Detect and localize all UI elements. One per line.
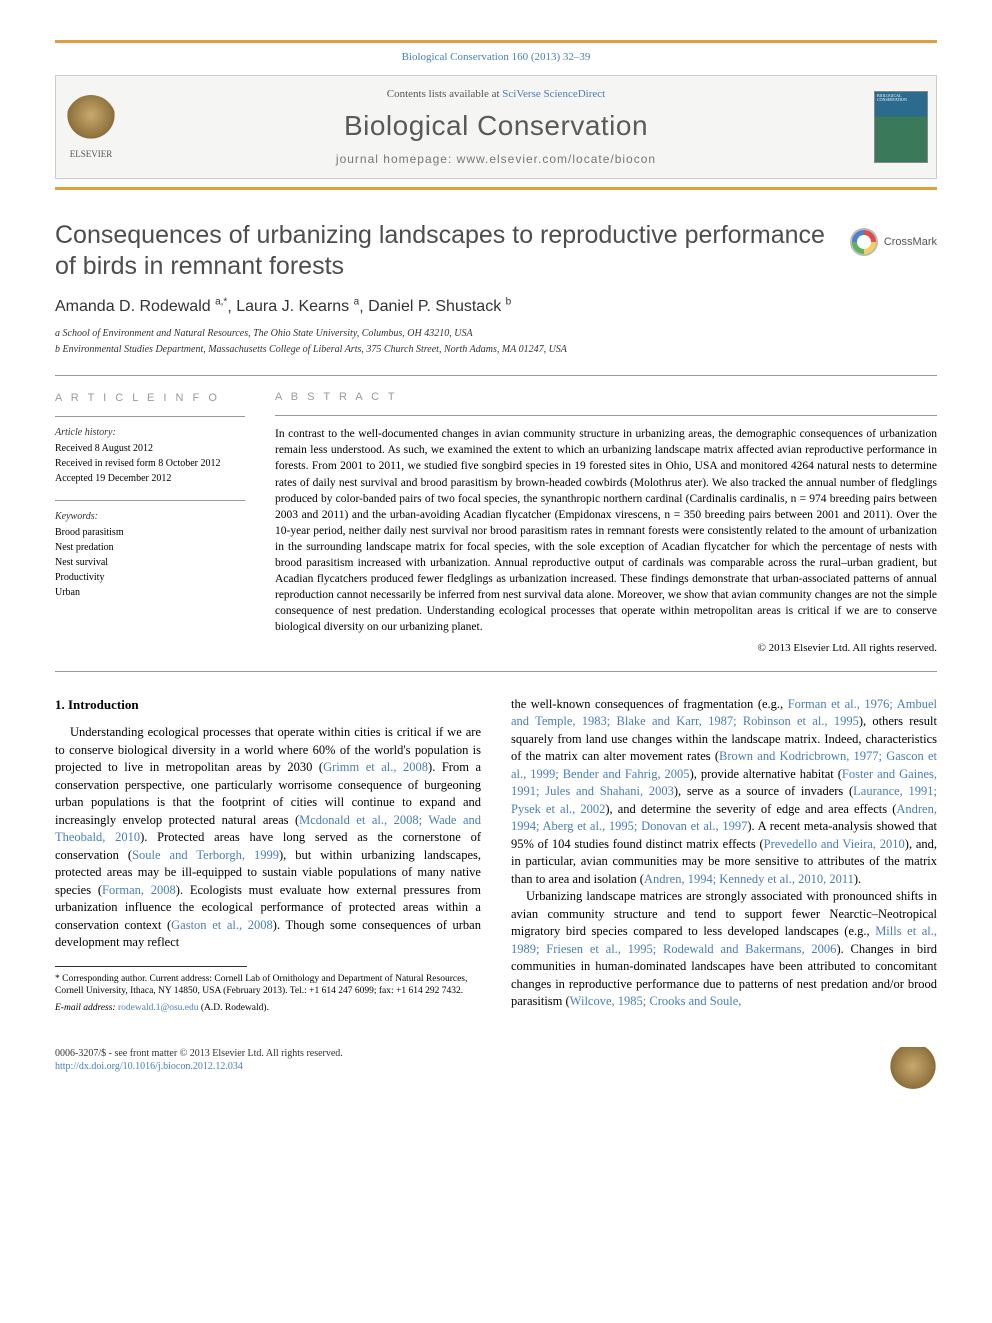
journal-name: Biological Conservation — [126, 110, 866, 142]
publisher-name: ELSEVIER — [70, 149, 113, 159]
abstract-heading: A B S T R A C T — [275, 390, 937, 405]
keywords-label: Keywords: — [55, 509, 245, 524]
abstract-copyright: © 2013 Elsevier Ltd. All rights reserved… — [275, 641, 937, 656]
footer-doi-link[interactable]: http://dx.doi.org/10.1016/j.biocon.2012.… — [55, 1060, 343, 1073]
cover-label: BIOLOGICAL CONSERVATION — [875, 92, 927, 104]
footer-issn-line: 0006-3207/$ - see front matter © 2013 El… — [55, 1047, 343, 1060]
ref-forman-2008[interactable]: Forman, 2008 — [102, 883, 176, 897]
publisher-logo[interactable]: ELSEVIER — [56, 76, 126, 178]
ref-gaston-2008[interactable]: Gaston et al., 2008 — [171, 918, 273, 932]
author-2: Laura J. Kearns a — [236, 298, 359, 315]
homepage-prefix: journal homepage: — [336, 152, 457, 166]
homepage-url[interactable]: www.elsevier.com/locate/biocon — [457, 152, 656, 166]
page-footer: 0006-3207/$ - see front matter © 2013 El… — [55, 1047, 937, 1095]
keyword-2: Nest predation — [55, 540, 245, 555]
contents-prefix: Contents lists available at — [387, 88, 502, 100]
corresponding-author-footnote: * Corresponding author. Current address:… — [55, 973, 481, 999]
affiliations: a School of Environment and Natural Reso… — [55, 326, 937, 357]
article-info-heading: A R T I C L E I N F O — [55, 390, 245, 407]
email-link[interactable]: rodewald.1@osu.edu — [118, 1003, 199, 1013]
footnote-separator — [55, 966, 247, 967]
contents-available-line: Contents lists available at SciVerse Sci… — [126, 88, 866, 100]
divider-below-abstract — [55, 671, 937, 672]
ref-wilcove-1985[interactable]: Wilcove, 1985; Crooks and Soule, — [570, 994, 742, 1008]
section-heading-intro: 1. Introduction — [55, 696, 481, 714]
footer-elsevier-icon — [889, 1047, 937, 1095]
affiliation-a: a School of Environment and Natural Reso… — [55, 326, 937, 341]
email-suffix: (A.D. Rodewald). — [201, 1003, 269, 1013]
body-column-left: 1. Introduction Understanding ecological… — [55, 696, 481, 1015]
author-3: Daniel P. Shustack b — [368, 298, 511, 315]
author-1: Amanda D. Rodewald a,* — [55, 298, 227, 315]
ref-prevedello-2010[interactable]: Prevedello and Vieira, 2010 — [764, 837, 905, 851]
history-accepted: Accepted 19 December 2012 — [55, 471, 245, 486]
body-column-right: the well-known consequences of fragmenta… — [511, 696, 937, 1015]
ref-soule-1999[interactable]: Soule and Terborgh, 1999 — [132, 848, 279, 862]
history-label: Article history: — [55, 425, 245, 440]
crossmark-label: CrossMark — [884, 236, 937, 248]
cover-image-icon: BIOLOGICAL CONSERVATION — [874, 91, 928, 163]
email-label: E-mail address: — [55, 1003, 116, 1013]
divider-above-abstract — [55, 375, 937, 376]
journal-header-box: ELSEVIER Contents lists available at Sci… — [55, 75, 937, 179]
scidirect-link[interactable]: SciVerse ScienceDirect — [502, 88, 605, 100]
keyword-5: Urban — [55, 585, 245, 600]
citation-line: Biological Conservation 160 (2013) 32–39 — [55, 51, 937, 63]
keyword-3: Nest survival — [55, 555, 245, 570]
divider-info-1 — [55, 416, 245, 417]
journal-cover-thumb[interactable]: BIOLOGICAL CONSERVATION — [866, 76, 936, 178]
accent-rule-top — [55, 40, 937, 43]
body-two-column: 1. Introduction Understanding ecological… — [55, 696, 937, 1015]
article-info-column: A R T I C L E I N F O Article history: R… — [55, 390, 245, 657]
intro-para-right-2: Urbanizing landscape matrices are strong… — [511, 888, 937, 1011]
journal-homepage-line: journal homepage: www.elsevier.com/locat… — [126, 152, 866, 166]
ref-mills-1989[interactable]: Mills et al., 1989; Friesen et al., 1995… — [511, 924, 937, 956]
ref-mcdonald-2008[interactable]: Mcdonald et al., 2008; Wade and Theobald… — [55, 813, 481, 845]
divider-abstract — [275, 415, 937, 416]
abstract-column: A B S T R A C T In contrast to the well-… — [275, 390, 937, 657]
email-footnote: E-mail address: rodewald.1@osu.edu (A.D.… — [55, 1002, 481, 1015]
accent-rule-bottom — [55, 187, 937, 190]
crossmark-icon — [850, 228, 878, 256]
history-revised: Received in revised form 8 October 2012 — [55, 456, 245, 471]
intro-para-left: Understanding ecological processes that … — [55, 724, 481, 952]
authors-line: Amanda D. Rodewald a,*, Laura J. Kearns … — [55, 297, 937, 316]
affiliation-b: b Environmental Studies Department, Mass… — [55, 342, 937, 357]
history-received: Received 8 August 2012 — [55, 441, 245, 456]
article-title: Consequences of urbanizing landscapes to… — [55, 220, 830, 283]
intro-para-right-1: the well-known consequences of fragmenta… — [511, 696, 937, 889]
crossmark-badge[interactable]: CrossMark — [850, 228, 937, 256]
abstract-text: In contrast to the well-documented chang… — [275, 426, 937, 635]
keyword-4: Productivity — [55, 570, 245, 585]
ref-forman-1976[interactable]: Forman et al., 1976; Ambuel and Temple, … — [511, 697, 937, 729]
ref-grimm-2008[interactable]: Grimm et al., 2008 — [323, 760, 428, 774]
elsevier-tree-icon — [66, 95, 116, 145]
keyword-1: Brood parasitism — [55, 525, 245, 540]
ref-andren-kennedy[interactable]: Andren, 1994; Kennedy et al., 2010, 2011 — [644, 872, 854, 886]
divider-info-2 — [55, 500, 245, 501]
